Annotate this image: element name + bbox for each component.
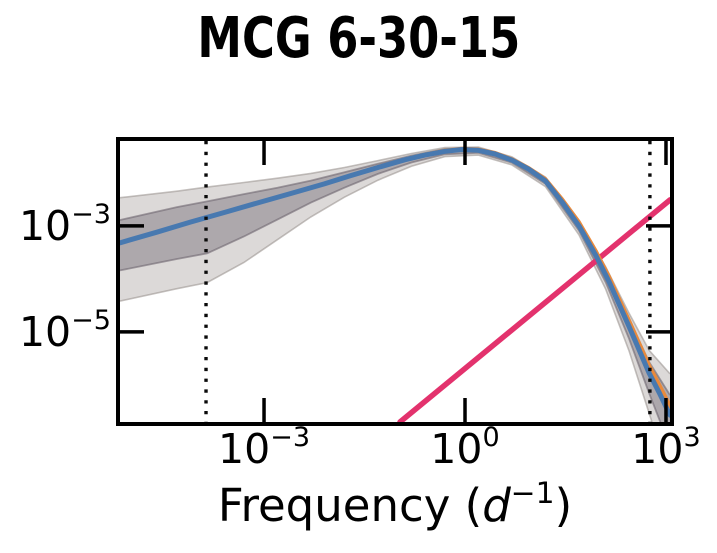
plot-area (116, 137, 674, 426)
curves-layer (120, 141, 670, 422)
x-tick-label-1e3: 103 (631, 422, 701, 473)
x-axis-label-exponent: −1 (510, 475, 555, 511)
inner-credible-band-lower-edge (120, 151, 662, 422)
x-axis-label-variable: d (482, 479, 511, 532)
outer-credible-band (120, 147, 670, 422)
power-law-line (397, 197, 670, 422)
psd-median (120, 147, 670, 418)
y-tick-label-1e-3: 10−3 (18, 199, 111, 250)
x-axis-label: Frequency (d−1) (217, 475, 573, 532)
inner-credible-band (120, 148, 670, 422)
plot-title-text: MCG 6-30-15 (197, 6, 520, 71)
outer-credible-band-lower-edge (120, 154, 653, 422)
x-tick-label-1e0: 100 (430, 422, 500, 473)
y-tick-label-1e-5: 10−5 (18, 305, 111, 356)
x-tick-label-1e-3: 10−3 (218, 422, 311, 473)
plot-title: MCG 6-30-15 (0, 10, 717, 68)
axes-frame (116, 137, 674, 426)
